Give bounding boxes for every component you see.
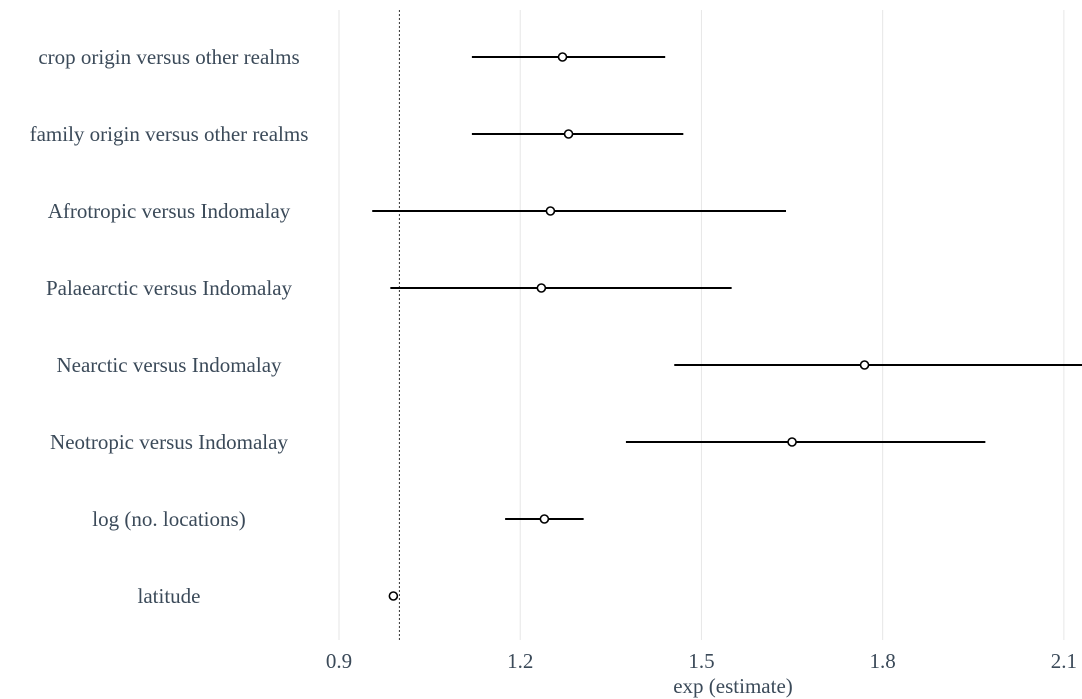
x-tick-label: 1.5	[688, 649, 714, 673]
x-tick-label: 1.8	[870, 649, 896, 673]
row-label: Afrotropic versus Indomalay	[48, 199, 291, 223]
x-tick-label: 1.2	[507, 649, 533, 673]
x-tick-labels: 0.9 1.2 1.5 1.8 2.1	[326, 649, 1077, 673]
point-estimate	[557, 52, 568, 62]
point-estimate	[536, 283, 547, 293]
row-label: crop origin versus other realms	[38, 45, 299, 69]
row-label: Neotropic versus Indomalay	[50, 430, 288, 454]
grid-lines	[338, 10, 1065, 640]
point-estimates	[388, 52, 870, 601]
point-estimate	[545, 206, 556, 216]
x-axis-title: exp (estimate)	[673, 674, 793, 698]
point-estimate	[539, 514, 550, 524]
point-estimate	[388, 591, 399, 601]
row-label: family origin versus other realms	[30, 122, 309, 146]
row-label: latitude	[138, 584, 201, 608]
row-label: Palaearctic versus Indomalay	[46, 276, 293, 300]
point-estimate	[563, 129, 574, 139]
point-estimate	[859, 360, 870, 370]
x-tick-label: 2.1	[1051, 649, 1077, 673]
confidence-intervals	[372, 56, 1082, 597]
row-label: Nearctic versus Indomalay	[56, 353, 282, 377]
row-labels: crop origin versus other realms family or…	[30, 45, 309, 608]
row-label: log (no. locations)	[92, 507, 245, 531]
x-tick-label: 0.9	[326, 649, 352, 673]
point-estimate	[787, 437, 797, 447]
